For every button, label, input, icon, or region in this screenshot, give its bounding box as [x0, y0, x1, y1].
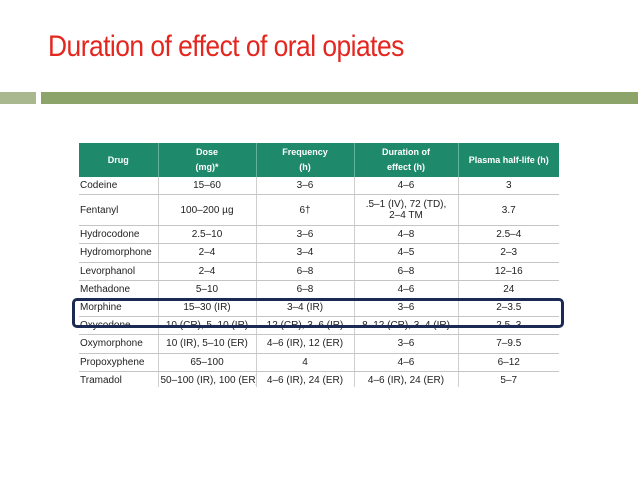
column-header-line: Drug	[107, 154, 129, 165]
table-cell: 6–8	[354, 262, 459, 281]
table-cell: 2–3.5	[458, 298, 559, 318]
table-cell: 6†	[256, 194, 355, 227]
table-cell: 3–6	[256, 177, 355, 196]
morphine-highlight-box	[72, 298, 564, 328]
table-cell: 3–4 (IR)	[256, 298, 355, 318]
table-row: Oxymorphone 10 (IR), 5–10 (ER) 4–6 (IR), 1…	[79, 334, 559, 354]
table-cell: 4–6 (IR), 24 (ER)	[354, 371, 459, 387]
table-cell: 4	[256, 353, 355, 372]
opiate-table: Drug Dose (mg)* Frequency (h) Duration of effe…	[79, 143, 559, 387]
table-cell: 4–6 (IR), 24 (ER)	[256, 371, 355, 387]
column-header: Frequency (h)	[256, 143, 355, 177]
table-cell: 4–6 (IR), 12 (ER)	[256, 334, 355, 354]
column-header: Plasma half-life (h)	[458, 143, 559, 177]
table-cell: 5–7	[458, 371, 559, 387]
table-row: Fentanyl 100–200 µg 6† .5–1 (IV), 72 (TD), 2…	[79, 194, 559, 227]
table-cell: 2–3	[458, 243, 559, 263]
drug-name-cell: Morphine	[79, 298, 159, 318]
table-row: Methadone 5–10 6–8 4–6 24	[79, 280, 559, 299]
table-row: Hydrocodone 2.5–10 3–6 4–8 2.5–4	[79, 225, 559, 245]
drug-name-cell: Methadone	[79, 280, 159, 299]
table-cell: 3.7	[458, 194, 559, 227]
table-row: Morphine 15–30 (IR) 3–4 (IR) 3–6 2–3.5	[79, 298, 559, 318]
table-cell: 4–6	[354, 280, 459, 299]
column-header-line: Dose	[195, 147, 218, 157]
table-row: Propoxyphene 65–100 4 4–6 6–12	[79, 353, 559, 372]
table-cell: 12–16	[458, 262, 559, 281]
column-header-line: effect (h)	[387, 162, 425, 172]
column-header-line: Frequency	[282, 147, 328, 157]
table-cell: 4–8	[354, 225, 459, 245]
drug-name-cell: Fentanyl	[79, 194, 159, 227]
table-cell: 6–12	[458, 353, 559, 372]
accent-bar-left	[0, 92, 36, 104]
table-row: Levorphanol 2–4 6–8 6–8 12–16	[79, 262, 559, 281]
table-cell: 15–30 (IR)	[158, 298, 257, 318]
drug-name-cell: Oxymorphone	[79, 334, 159, 354]
table-cell: 15–60	[158, 177, 257, 196]
table-cell: .5–1 (IV), 72 (TD), 2–4 TM	[354, 194, 459, 227]
table-cell: 3–6	[354, 334, 459, 354]
table-container: Drug Dose (mg)* Frequency (h) Duration of effe…	[79, 143, 559, 387]
table-cell: 6–8	[256, 262, 355, 281]
column-header-line: (mg)*	[195, 162, 219, 172]
table-row: Codeine 15–60 3–6 4–6 3	[79, 177, 559, 196]
column-header-line: (h)	[299, 162, 311, 172]
table-cell: 2–4	[158, 262, 257, 281]
table-cell: 100–200 µg	[158, 194, 257, 227]
table-cell: 4–6	[354, 177, 459, 196]
column-header-line: Duration of	[382, 147, 430, 157]
accent-bar-right	[41, 92, 638, 104]
table-cell: 2.5–4	[458, 225, 559, 245]
table-row: Hydromorphone 2–4 3–4 4–5 2–3	[79, 243, 559, 263]
table-cell: 7–9.5	[458, 334, 559, 354]
drug-name-cell: Propoxyphene	[79, 353, 159, 372]
column-header: Dose (mg)*	[158, 143, 257, 177]
drug-name-cell: Codeine	[79, 177, 159, 196]
table-cell: 50–100 (IR), 100 (ER)	[158, 371, 257, 387]
table-cell: 24	[458, 280, 559, 299]
slide-title: Duration of effect of oral opiates	[48, 30, 404, 63]
table-cell: 4–6	[354, 353, 459, 372]
table-header-row: Drug Dose (mg)* Frequency (h) Duration of effe…	[79, 143, 559, 177]
drug-name-cell: Levorphanol	[79, 262, 159, 281]
table-cell: 3–6	[354, 298, 459, 318]
table-cell: 5–10	[158, 280, 257, 299]
table-body: Codeine 15–60 3–6 4–6 3 Fentanyl 100–200 µg 6†.…	[79, 177, 559, 387]
drug-name-cell: Tramadol	[79, 371, 159, 387]
column-header-line: Plasma half-life (h)	[468, 154, 549, 165]
drug-name-cell: Hydrocodone	[79, 225, 159, 245]
table-cell: 3–6	[256, 225, 355, 245]
table-cell: 2–4	[158, 243, 257, 263]
cell-line: 2–4 TM	[389, 210, 423, 222]
table-cell: 3	[458, 177, 559, 196]
table-cell: 65–100	[158, 353, 257, 372]
column-header: Duration of effect (h)	[354, 143, 459, 177]
table-cell: 2.5–10	[158, 225, 257, 245]
table-cell: 3–4	[256, 243, 355, 263]
column-header: Drug	[79, 143, 159, 177]
table-cell: 6–8	[256, 280, 355, 299]
drug-name-cell: Hydromorphone	[79, 243, 159, 263]
table-cell: 10 (IR), 5–10 (ER)	[158, 334, 257, 354]
table-row: Tramadol 50–100 (IR), 100 (ER) 4–6 (IR), 2…	[79, 371, 559, 387]
table-cell: 4–5	[354, 243, 459, 263]
cell-line: .5–1 (IV), 72 (TD),	[365, 199, 447, 211]
